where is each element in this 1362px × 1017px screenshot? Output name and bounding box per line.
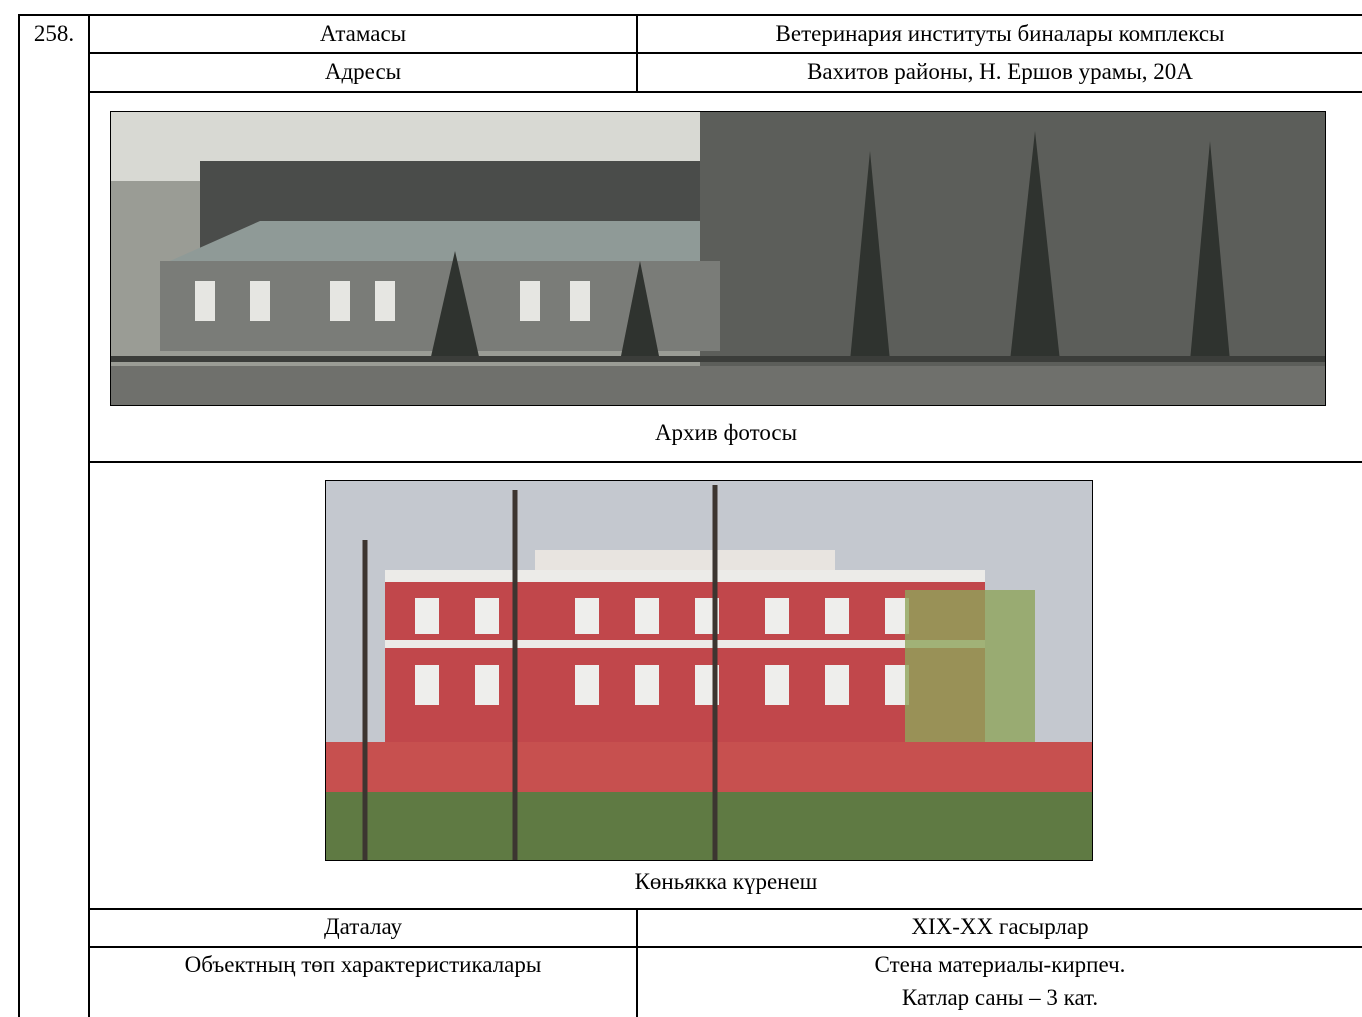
cell: Объектның төп характеристикалары xyxy=(184,952,542,977)
cell: Ветеринария институты биналары комплексы xyxy=(775,21,1225,46)
cell: Даталау xyxy=(323,914,403,939)
archive-photo xyxy=(110,111,1326,406)
cell: XIX-XX гасырлар xyxy=(911,914,1089,939)
caption: Көньякка күренеш xyxy=(634,869,818,894)
rule xyxy=(18,14,20,1017)
cell: Катлар саны – 3 кат. xyxy=(901,985,1099,1010)
rule xyxy=(88,52,1362,54)
current-photo xyxy=(325,480,1093,861)
cell: Адресы xyxy=(324,59,402,84)
cell: Стена материалы-кирпеч. xyxy=(874,952,1126,977)
rule xyxy=(636,14,638,91)
rule xyxy=(18,14,1362,16)
rule xyxy=(88,461,1362,463)
entry-number: 258. xyxy=(33,21,75,46)
cell: Атамасы xyxy=(319,21,407,46)
rule xyxy=(88,91,1362,93)
rule xyxy=(636,908,638,1017)
cell: Вахитов районы, Н. Ершов урамы, 20А xyxy=(807,59,1193,84)
rule xyxy=(88,908,1362,910)
rule xyxy=(88,946,1362,948)
rule xyxy=(88,14,90,1017)
caption: Архив фотосы xyxy=(654,420,798,445)
